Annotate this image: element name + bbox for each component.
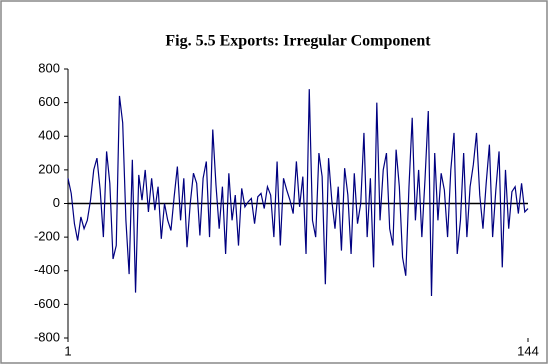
chart-title: Fig. 5.5 Exports: Irregular Component xyxy=(165,33,431,50)
y-tick-label: 600 xyxy=(38,94,60,109)
y-tick-label: -600 xyxy=(34,296,60,311)
data-line xyxy=(67,89,529,296)
y-tick-label: -800 xyxy=(34,329,60,344)
y-tick-label: -200 xyxy=(34,229,60,244)
y-tick-label: 0 xyxy=(53,195,60,210)
y-tick-label: 800 xyxy=(38,60,60,75)
x-tick-label: 144 xyxy=(517,343,539,358)
y-tick-label: 400 xyxy=(38,128,60,143)
y-tick-label: -400 xyxy=(34,262,60,277)
x-tick-label: 1 xyxy=(64,343,71,358)
y-tick-label: 200 xyxy=(38,161,60,176)
